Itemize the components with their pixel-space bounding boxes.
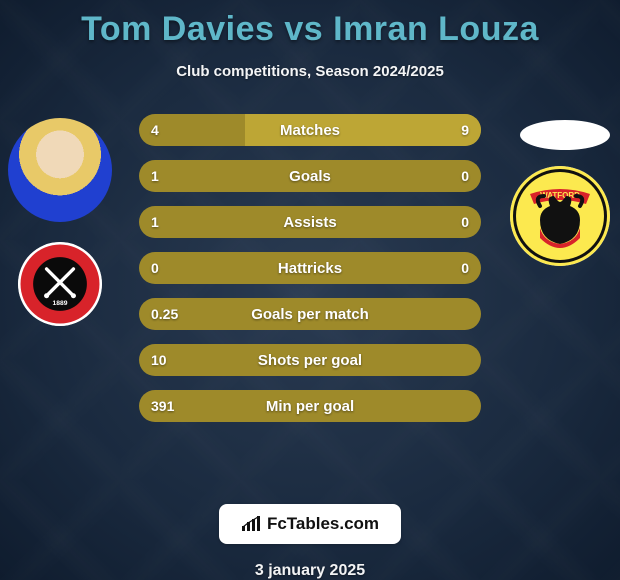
stat-row: 10Shots per goal (139, 344, 481, 376)
stat-label: Goals per match (139, 298, 481, 330)
page-title: Tom Davies vs Imran Louza (81, 10, 539, 49)
stat-right-value: 0 (461, 206, 469, 238)
brand-chart-icon (241, 516, 261, 532)
stat-row: 4Matches9 (139, 114, 481, 146)
stat-label: Hattricks (139, 252, 481, 284)
player-left-avatar (8, 118, 112, 222)
stat-label: Shots per goal (139, 344, 481, 376)
main-area: 1889 WATFORD 4Matches91Goals01Assists00H… (0, 108, 620, 172)
stat-left-value: 391 (151, 390, 174, 422)
stat-label: Goals (139, 160, 481, 192)
stat-row: 1Goals0 (139, 160, 481, 192)
stat-left-value: 0 (151, 252, 159, 284)
stat-row: 1Assists0 (139, 206, 481, 238)
stat-right-value: 0 (461, 160, 469, 192)
stat-right-value: 0 (461, 252, 469, 284)
footer-date: 3 january 2025 (255, 562, 365, 580)
brand-text: FcTables.com (267, 514, 379, 534)
watford-icon: WATFORD (510, 166, 610, 266)
svg-text:1889: 1889 (53, 300, 68, 307)
sheffield-united-icon: 1889 (18, 242, 102, 326)
comparison-card: Tom Davies vs Imran Louza Club competiti… (0, 0, 620, 580)
stat-left-value: 1 (151, 160, 159, 192)
stat-row: 0.25Goals per match (139, 298, 481, 330)
brand-pill: FcTables.com (219, 504, 401, 544)
stat-label: Min per goal (139, 390, 481, 422)
stat-left-value: 4 (151, 114, 159, 146)
stat-left-value: 0.25 (151, 298, 178, 330)
stat-row: 0Hattricks0 (139, 252, 481, 284)
page-subtitle: Club competitions, Season 2024/2025 (176, 63, 444, 80)
club-right-crest: WATFORD (510, 166, 610, 266)
stat-row-right-bar (245, 114, 481, 146)
club-left-crest: 1889 (18, 242, 102, 326)
stat-left-value: 1 (151, 206, 159, 238)
stat-rows: 4Matches91Goals01Assists00Hattricks00.25… (139, 114, 481, 422)
stat-row: 391Min per goal (139, 390, 481, 422)
stat-left-value: 10 (151, 344, 167, 376)
player-right-avatar (520, 120, 610, 150)
stat-label: Assists (139, 206, 481, 238)
